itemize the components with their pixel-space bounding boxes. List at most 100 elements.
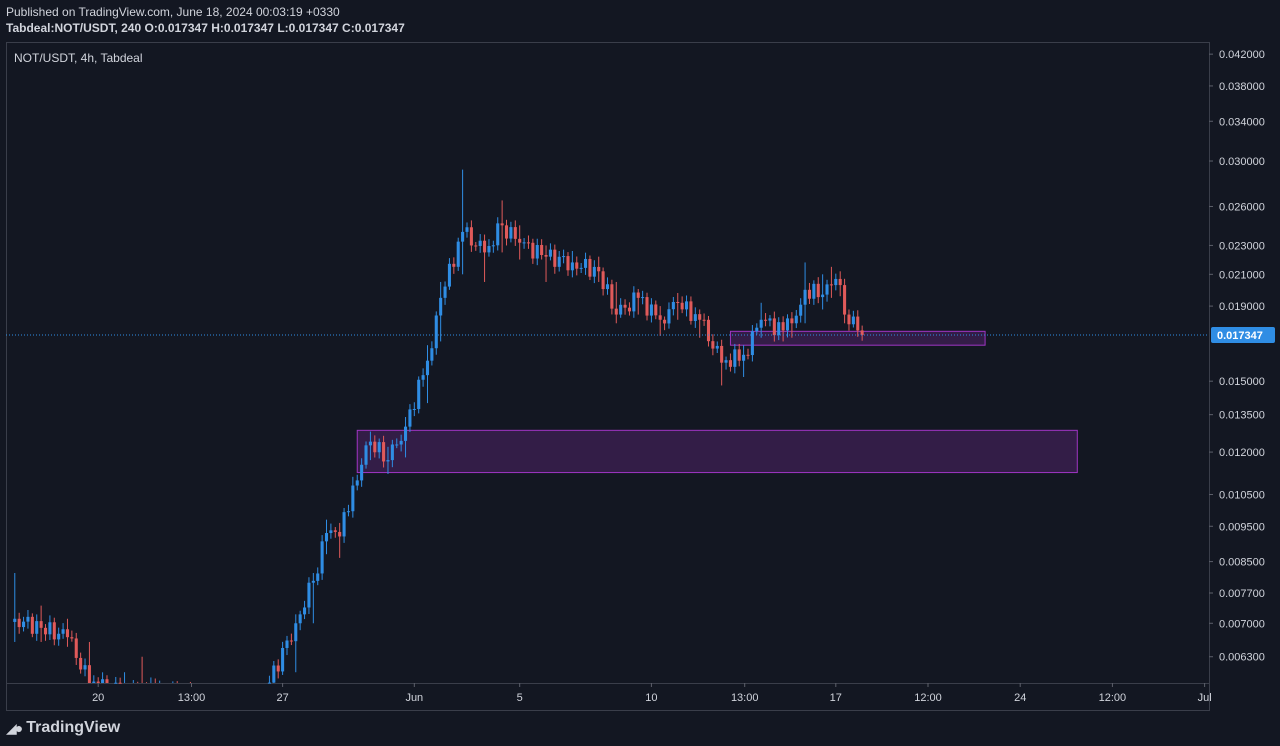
lower-zone[interactable] [356, 429, 1078, 474]
candle-body [540, 245, 544, 256]
symbol-interval: Tabdeal:NOT/USDT, 240 [6, 21, 142, 35]
candle-body [715, 345, 719, 349]
candle-body [346, 511, 350, 513]
candle-body [632, 292, 636, 312]
tradingview-brand[interactable]: ◢● TradingView [6, 719, 120, 737]
published-info: Published on TradingView.com, June 18, 2… [6, 5, 340, 19]
candle-body [39, 621, 43, 628]
candle-body [777, 322, 781, 336]
candle-body [487, 246, 491, 253]
candle-body [724, 360, 728, 363]
candle-body [386, 460, 390, 462]
candle-body [474, 245, 478, 247]
candle-body [746, 354, 750, 356]
candle-body [491, 245, 495, 247]
candle-body [70, 637, 74, 639]
y-tick-label: 0.026000 [1219, 201, 1265, 213]
candle-body [623, 304, 627, 308]
candle-body [794, 315, 798, 324]
brand-name: TradingView [26, 719, 121, 736]
candle-body [364, 445, 368, 465]
candle-body [96, 681, 100, 683]
candle-body [803, 289, 807, 305]
candle-body [658, 315, 662, 320]
candle-body [382, 442, 386, 462]
candle-body [303, 607, 307, 615]
candle-body [755, 327, 759, 332]
x-tick-label: 24 [1014, 692, 1026, 704]
candle-body [799, 304, 803, 316]
candle-body [311, 580, 315, 583]
candle-body [373, 441, 377, 453]
candle-body [101, 679, 105, 683]
candle-body [17, 618, 21, 628]
price-line-layer: 0.017347 [6, 327, 1275, 344]
candle-body [26, 616, 30, 622]
candle-body [619, 304, 623, 315]
time-axis[interactable]: 20 13:00 27 Jun 5 10 13:00 17 12:00 24 12:00 Jul [92, 683, 1212, 704]
ohlc-high-label: H: [211, 21, 224, 35]
ohlc-high: 0.017347 [223, 21, 274, 35]
candle-body [421, 375, 425, 380]
candle-body [847, 314, 851, 325]
x-tick-label: 10 [645, 692, 657, 704]
candle-body [781, 322, 785, 331]
candle-body [360, 464, 364, 481]
x-tick-label: 5 [517, 692, 523, 704]
candle-body [412, 408, 416, 410]
candle-body [289, 640, 293, 642]
candle-body [584, 258, 588, 268]
candle-body [338, 531, 342, 537]
candle-body [83, 665, 87, 670]
candle-body [772, 318, 776, 336]
x-tick-label: 20 [92, 692, 104, 704]
x-tick-label: 12:00 [1099, 692, 1127, 704]
candle-body [483, 240, 487, 253]
candle-body [368, 441, 372, 446]
candle-body [30, 616, 34, 634]
ohlc-close-label: C: [342, 21, 355, 35]
y-tick-label: 0.023000 [1219, 240, 1265, 252]
candle-body [377, 442, 381, 453]
candle-body [693, 314, 697, 321]
candle-body [324, 533, 329, 542]
candle-body [768, 318, 772, 321]
candle-body [447, 263, 451, 287]
y-tick-label: 0.012000 [1219, 447, 1265, 459]
candle-body [79, 657, 83, 670]
candle-body [531, 242, 535, 259]
candle-body [636, 292, 640, 298]
candle-body [684, 301, 689, 310]
candle-body [65, 629, 70, 638]
candle-body [504, 225, 509, 239]
ohlc-open-label: O: [144, 21, 158, 35]
candle-body [812, 283, 816, 299]
candle-body [706, 319, 711, 342]
candle-body [281, 647, 285, 672]
candle-body [342, 512, 346, 537]
candle-body [733, 349, 737, 367]
candle-body [465, 227, 469, 232]
candle-body [74, 638, 78, 658]
candle-body [834, 278, 838, 286]
x-tick-label: 12:00 [914, 692, 942, 704]
x-tick-label: Jun [405, 692, 423, 704]
candle-body [698, 314, 702, 320]
candle-body [61, 629, 65, 634]
candle-body [557, 256, 561, 267]
candle-body [320, 541, 324, 574]
candle-body [816, 283, 820, 298]
x-tick-label: Jul [1198, 692, 1212, 704]
candle-body [720, 345, 724, 363]
candle-body [860, 330, 864, 336]
candle-body [395, 444, 399, 446]
candle-body [671, 301, 675, 310]
last-price-label: 0.017347 [1217, 330, 1263, 342]
candle-body [114, 682, 118, 684]
y-tick-label: 0.038000 [1219, 81, 1265, 93]
candle-body [680, 302, 684, 310]
price-axis[interactable]: 0.042000 0.038000 0.034000 0.030000 0.026000… [1209, 49, 1265, 664]
candle-body [614, 308, 618, 315]
candle-body [785, 318, 790, 331]
